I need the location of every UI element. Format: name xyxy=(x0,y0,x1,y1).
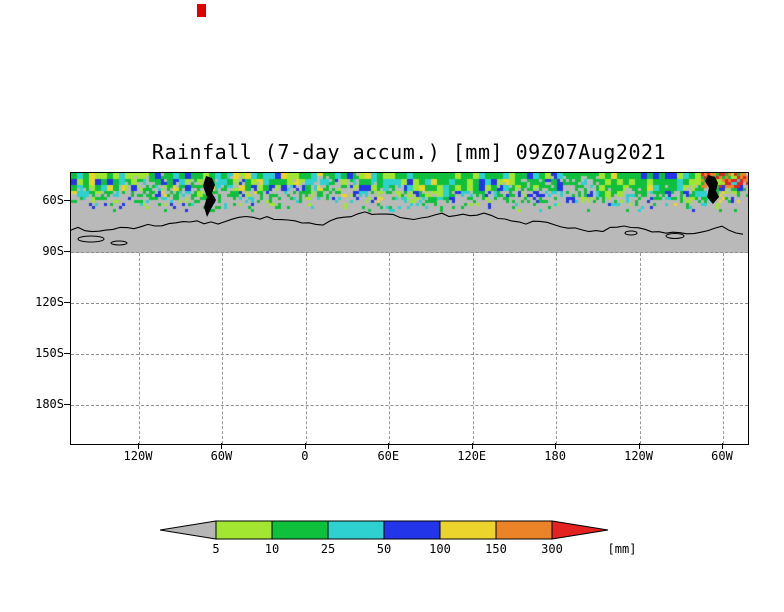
coastline-layer xyxy=(71,175,744,246)
x-tick-label: 0 xyxy=(301,449,309,463)
x-tick-label: 120E xyxy=(457,449,487,463)
colorbar-segment xyxy=(271,520,329,540)
x-tick-label: 120W xyxy=(624,449,654,463)
island-outline xyxy=(77,235,105,243)
x-tick-label: 60E xyxy=(377,449,400,463)
x-tick-label: 60W xyxy=(711,449,733,463)
gridlines-layer xyxy=(71,173,748,444)
colorbar-right-arrow xyxy=(551,520,609,540)
land-blob xyxy=(203,176,216,217)
vertical-gridline xyxy=(222,253,223,444)
vertical-gridline xyxy=(306,253,307,444)
x-tick-label: 180 xyxy=(544,449,566,463)
map-plot-area xyxy=(70,172,749,445)
vertical-gridline xyxy=(139,253,140,444)
land-blob xyxy=(705,175,719,204)
colorbar-value-label: 10 xyxy=(264,542,280,556)
chart-title: Rainfall (7-day accum.) [mm] 09Z07Aug202… xyxy=(151,140,667,164)
y-tick-label: 60S xyxy=(42,193,64,207)
colorbar-segment xyxy=(439,520,497,540)
colorbar-value-label: 100 xyxy=(429,542,451,556)
y-tick-label: 150S xyxy=(35,346,64,360)
vertical-gridline xyxy=(473,253,474,444)
island-outline xyxy=(665,233,685,239)
colorbar-value-label: 300 xyxy=(541,542,563,556)
y-tick-label: 120S xyxy=(35,295,64,309)
colorbar-segment xyxy=(495,520,553,540)
vertical-gridline xyxy=(556,253,557,444)
colorbar-segment xyxy=(383,520,441,540)
island-outline xyxy=(624,230,638,236)
rainfall-field-canvas xyxy=(71,173,748,253)
island-outline xyxy=(110,240,128,246)
colorbar-segment xyxy=(215,520,273,540)
vertical-gridline xyxy=(640,253,641,444)
horizontal-gridline xyxy=(71,303,748,304)
colorbar-value-label: 25 xyxy=(320,542,336,556)
colorbar-value-label: 150 xyxy=(485,542,507,556)
x-tick-label: 60W xyxy=(210,449,233,463)
horizontal-gridline xyxy=(71,354,748,355)
colorbar-segment xyxy=(327,520,385,540)
vertical-gridline xyxy=(389,253,390,444)
x-tick-label: 120W xyxy=(123,449,153,463)
coastline-path xyxy=(71,211,744,235)
colorbar-left-arrow xyxy=(160,520,217,540)
colorbar-value-label: 50 xyxy=(376,542,392,556)
colorbar-legend xyxy=(160,520,609,540)
y-tick-label: 180S xyxy=(35,397,64,411)
colorbar-value-label: 5 xyxy=(212,542,220,556)
horizontal-gridline xyxy=(71,252,748,253)
red-artifact-mark xyxy=(197,4,206,17)
colorbar-units-label: [mm] xyxy=(607,542,637,556)
y-tick-label: 90S xyxy=(42,244,64,258)
horizontal-gridline xyxy=(71,405,748,406)
vertical-gridline xyxy=(723,253,724,444)
